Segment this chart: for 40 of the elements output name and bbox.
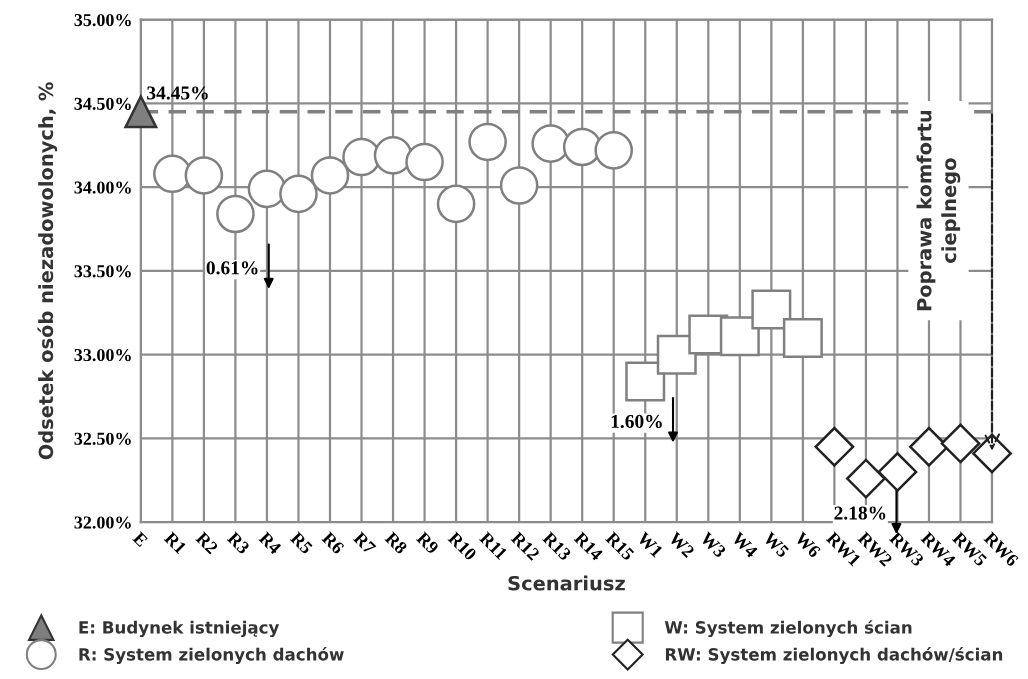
legend-label: W: System zielonych ścian bbox=[664, 620, 912, 638]
legend-label: R: System zielonych dachów bbox=[79, 647, 344, 664]
x-tick-label: R8 bbox=[384, 531, 408, 555]
x-tick-label: W4 bbox=[730, 531, 759, 559]
annotation: 2.18% bbox=[834, 506, 886, 520]
x-tick-label: R2 bbox=[195, 531, 219, 555]
y-axis-title: Odsetek osób niezadowolonych, % bbox=[37, 82, 58, 460]
x-tick-label: R10 bbox=[447, 531, 478, 561]
legend-label: RW: System zielonych dachów/ścian bbox=[665, 647, 1003, 664]
x-tick-label: W5 bbox=[762, 531, 790, 559]
x-tick-label: R14 bbox=[573, 531, 604, 562]
annotation: 1.60% bbox=[611, 414, 662, 429]
x-tick-label: R1 bbox=[163, 531, 187, 555]
y-tick-label: 35.00% bbox=[74, 13, 131, 27]
annotation: 34.45% bbox=[147, 86, 208, 100]
x-tick-label: E bbox=[132, 531, 149, 548]
x-tick-label: R15 bbox=[604, 531, 635, 561]
x-tick-label: R11 bbox=[478, 531, 508, 560]
x-tick-label: R12 bbox=[510, 531, 541, 561]
y-tick-label: 32.50% bbox=[74, 432, 131, 445]
x-tick-label: R3 bbox=[226, 531, 251, 555]
legend-label: E: Budynek istniejący bbox=[79, 620, 280, 638]
x-tick-label: R9 bbox=[415, 531, 440, 555]
x-tick-label: R7 bbox=[352, 531, 377, 555]
annotation: Poprawa komfortu cieplnego bbox=[916, 110, 961, 311]
y-tick-label: 34.50% bbox=[74, 97, 131, 110]
x-tick-label: R13 bbox=[541, 531, 572, 562]
y-tick-label: 34.00% bbox=[74, 181, 131, 194]
y-tick-label: 33.00% bbox=[74, 348, 131, 362]
x-tick-label: W6 bbox=[794, 531, 822, 559]
annotation: 0.61% bbox=[206, 261, 258, 275]
x-tick-label: W1 bbox=[636, 531, 664, 559]
x-tick-label: W3 bbox=[699, 531, 727, 559]
x-tick-label: R6 bbox=[321, 531, 345, 555]
x-tick-label: R5 bbox=[289, 531, 314, 555]
y-tick-label: 32.00% bbox=[74, 516, 131, 529]
x-axis-title: Scenariusz bbox=[508, 575, 625, 591]
x-tick-label: R4 bbox=[258, 531, 282, 555]
y-tick-label: 33.50% bbox=[74, 265, 131, 278]
x-tick-label: W2 bbox=[667, 531, 695, 559]
